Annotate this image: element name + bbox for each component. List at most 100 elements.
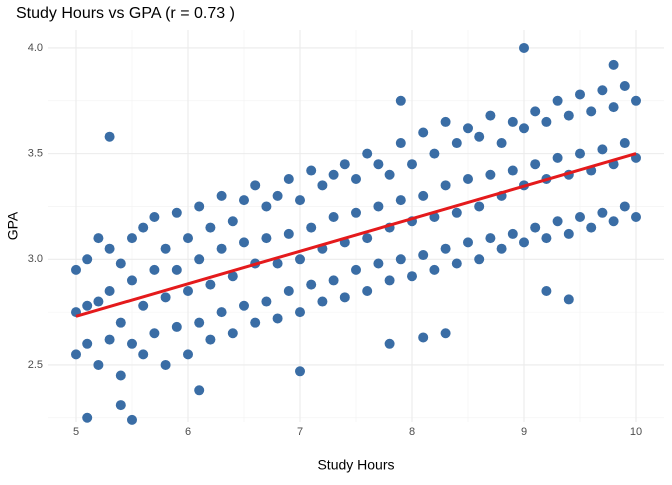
point (451, 258, 462, 269)
point (541, 285, 552, 296)
point (362, 285, 373, 296)
point (138, 300, 149, 311)
point (138, 222, 149, 233)
point (619, 138, 630, 149)
point (440, 116, 451, 127)
point (563, 294, 574, 305)
point (373, 258, 384, 269)
point (384, 169, 395, 180)
point (160, 359, 171, 370)
point (597, 207, 608, 218)
point (530, 106, 541, 117)
point (474, 201, 485, 212)
point (418, 190, 429, 201)
point (563, 228, 574, 239)
point (339, 292, 350, 303)
point (541, 116, 552, 127)
point (418, 127, 429, 138)
point (205, 279, 216, 290)
point (552, 152, 563, 163)
point (295, 254, 305, 265)
point (608, 59, 619, 70)
point (519, 42, 529, 53)
point (82, 254, 93, 265)
x-tick-label: 6 (185, 426, 191, 438)
x-tick-label: 9 (521, 426, 527, 438)
point (104, 131, 115, 142)
point (463, 237, 473, 248)
point (563, 110, 574, 121)
point (93, 359, 104, 370)
point (608, 216, 619, 227)
point (395, 254, 406, 265)
point (328, 212, 339, 223)
point (227, 216, 238, 227)
point (619, 201, 630, 212)
point (205, 222, 216, 233)
point (261, 201, 272, 212)
point (239, 195, 249, 206)
point (507, 165, 518, 176)
point (71, 349, 81, 360)
point (115, 370, 126, 381)
y-tick-label: 2.5 (28, 359, 43, 371)
point (216, 307, 227, 318)
x-tick-label: 8 (409, 426, 415, 438)
point (440, 180, 451, 191)
point (631, 95, 641, 106)
point (507, 228, 518, 239)
y-tick-label: 3.5 (28, 148, 43, 160)
point (418, 250, 429, 261)
point (407, 271, 417, 282)
point (216, 190, 227, 201)
point (575, 212, 585, 223)
point (104, 334, 115, 345)
point (317, 180, 328, 191)
point (351, 207, 361, 218)
point (395, 95, 406, 106)
point (115, 400, 126, 411)
point (127, 338, 137, 349)
point (339, 159, 350, 170)
x-tick-label: 7 (297, 426, 303, 438)
point (429, 264, 440, 275)
point (463, 123, 473, 134)
point (160, 292, 171, 303)
point (429, 148, 440, 159)
point (451, 207, 462, 218)
point (183, 349, 193, 360)
y-tick-label: 3.0 (28, 253, 43, 265)
point (351, 264, 361, 275)
point (306, 279, 317, 290)
point (171, 264, 182, 275)
point (194, 385, 205, 396)
point (440, 328, 451, 339)
point (395, 138, 406, 149)
point (485, 169, 496, 180)
point (283, 285, 294, 296)
trend-line (75, 152, 637, 318)
point (295, 195, 305, 206)
point (530, 159, 541, 170)
point (127, 414, 137, 425)
chart-title: Study Hours vs GPA (r = 0.73 ) (16, 5, 235, 22)
point (507, 116, 518, 127)
y-tick-label: 4.0 (28, 42, 43, 54)
point (227, 328, 238, 339)
point (474, 254, 485, 265)
point (160, 243, 171, 254)
point (104, 285, 115, 296)
point (619, 81, 630, 91)
point (496, 138, 507, 149)
point (115, 258, 126, 269)
point (283, 228, 294, 239)
point (362, 148, 373, 159)
point (463, 173, 473, 184)
point (552, 95, 563, 106)
y-axis-title: GPA (5, 211, 21, 240)
point (71, 264, 81, 275)
point (519, 123, 529, 134)
point (127, 233, 137, 244)
point (608, 102, 619, 113)
point (183, 285, 193, 296)
